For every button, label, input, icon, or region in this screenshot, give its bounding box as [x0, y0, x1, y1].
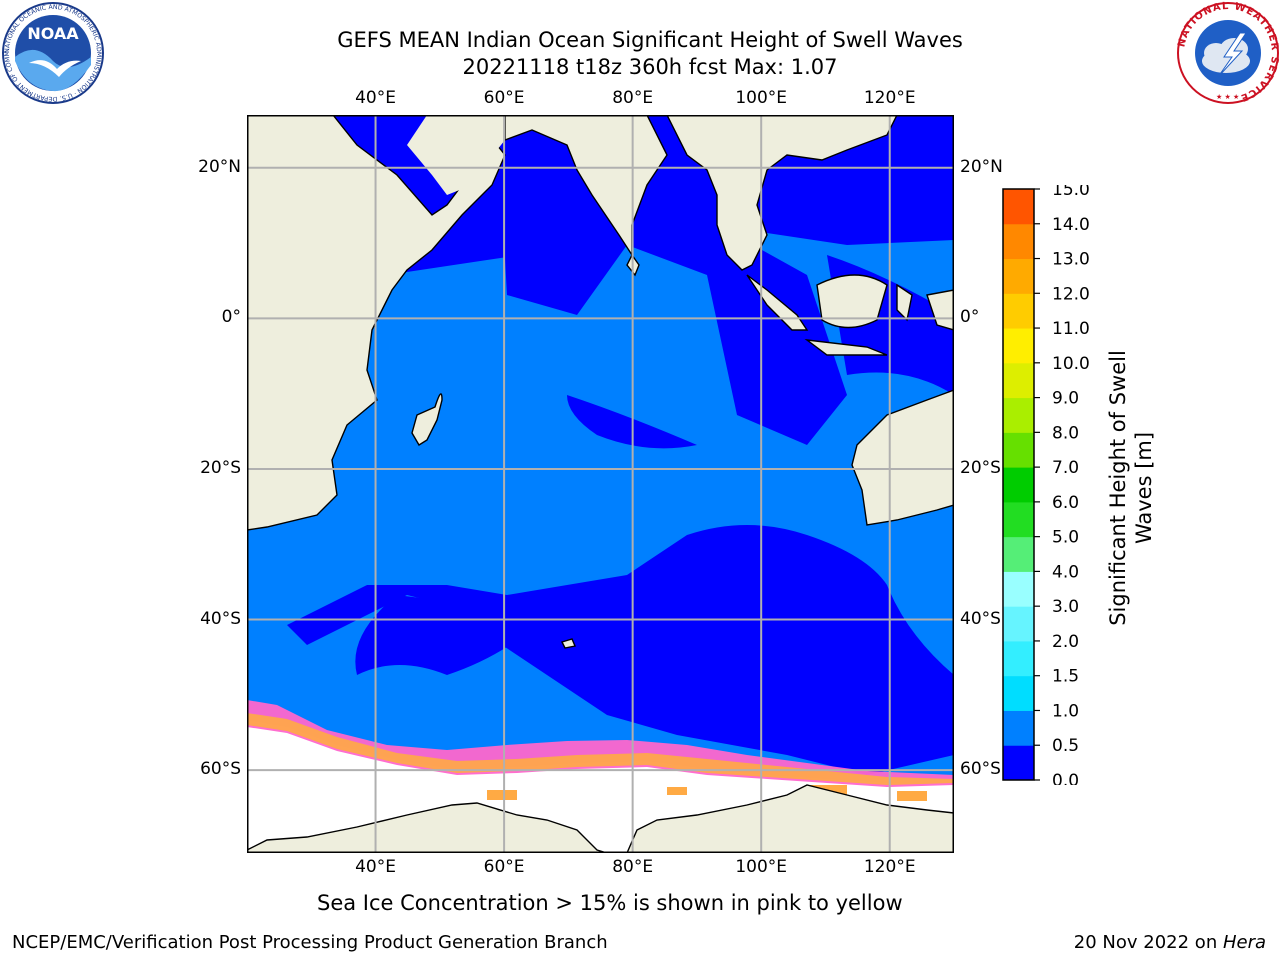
colorbar-cell — [1003, 536, 1034, 572]
colorbar-cell — [1003, 640, 1034, 677]
africa-land — [247, 115, 506, 531]
lat-label-right: 60°S — [960, 759, 1001, 780]
map-title-line1: GEFS MEAN Indian Ocean Significant Heigh… — [337, 28, 963, 52]
colorbar-cells — [1003, 189, 1034, 781]
colorbar-border — [1002, 188, 1035, 781]
sea-ice-caption: Sea Ice Concentration > 15% is shown in … — [317, 891, 903, 915]
colorbar: 0.0 0.5 1.0 1.5 2.0 3.0 4.0 5.0 6.0 7.0 8.0 9.0 10.0… — [1002, 185, 1090, 785]
colorbar-cell — [1003, 362, 1034, 399]
colorbar-cell — [1003, 467, 1034, 503]
lat-label-left: 40°S — [200, 608, 241, 629]
map-panel — [247, 115, 954, 853]
lat-label-left: 20°S — [200, 457, 241, 478]
colorbar-cell — [1003, 571, 1034, 607]
colorbar-label-line1: Significant Height of Swell — [1106, 350, 1130, 626]
footer-branch: NCEP/EMC/Verification Post Processing Pr… — [12, 932, 608, 953]
colorbar-cell — [1003, 501, 1034, 538]
colorbar-label: Significant Height of Swell Waves [m] — [1102, 298, 1162, 678]
colorbar-tick-label: 6.0 — [1052, 493, 1079, 513]
colorbar-tick-label: 15.0 — [1052, 185, 1090, 200]
colorbar-tick-label: 14.0 — [1052, 215, 1090, 235]
lon-label-bottom: 60°E — [483, 857, 525, 877]
lat-label-right: 40°S — [960, 608, 1001, 629]
svg-text:★ ★ ★: ★ ★ ★ — [1216, 93, 1239, 101]
lat-label-left: 20°N — [198, 156, 241, 177]
lon-label-top: 40°E — [355, 88, 396, 108]
colorbar-tick-label: 8.0 — [1052, 423, 1079, 443]
lon-label-top: 100°E — [735, 88, 788, 108]
colorbar-cell — [1003, 293, 1034, 329]
colorbar-tick-label: 1.5 — [1052, 667, 1079, 687]
lon-label-bottom: 40°E — [355, 857, 396, 877]
lat-label-right: 20°N — [960, 156, 1003, 177]
lat-label-right: 0° — [960, 307, 980, 328]
colorbar-tick-label: 13.0 — [1052, 250, 1090, 270]
arabia-land — [407, 115, 505, 195]
footer-date: 20 Nov 2022 on Hera — [1074, 932, 1266, 953]
colorbar-label-line2: Waves [m] — [1132, 432, 1156, 544]
madagascar-land — [411, 393, 443, 446]
colorbar-tick-label: 9.0 — [1052, 389, 1079, 409]
colorbar-cell — [1003, 675, 1034, 711]
lon-label-bottom: 120°E — [863, 857, 916, 877]
colorbar-cell — [1003, 397, 1034, 433]
colorbar-tick-label: 5.0 — [1052, 528, 1079, 548]
lon-label-top: 60°E — [483, 88, 525, 108]
colorbar-cell — [1003, 189, 1034, 225]
noaa-logo-text: NOAA — [27, 24, 79, 43]
colorbar-cell — [1003, 258, 1034, 294]
nws-logo: NATIONAL WEATHER SERVICE ★ ★ ★ — [1176, 1, 1279, 104]
lon-label-top: 120°E — [863, 88, 916, 108]
australia-land — [851, 389, 954, 526]
colorbar-cell — [1003, 223, 1034, 260]
colorbar-tick-label: 10.0 — [1052, 354, 1090, 374]
colorbar-ticks: 0.0 0.5 1.0 1.5 2.0 3.0 4.0 5.0 6.0 7.0 8.0 9.0 10.0… — [1034, 185, 1090, 785]
colorbar-tick-label: 2.0 — [1052, 632, 1079, 652]
colorbar-tick-label: 7.0 — [1052, 458, 1079, 478]
graticule — [247, 115, 954, 853]
ice-edge-orange — [247, 713, 954, 785]
lon-label-bottom: 80°E — [612, 857, 654, 877]
colorbar-tick-label: 1.0 — [1052, 701, 1079, 721]
footer-date-text: 20 Nov 2022 on — [1073, 932, 1223, 953]
colorbar-tick-label: 3.0 — [1052, 597, 1079, 617]
noaa-logo: NATIONAL OCEANIC AND ATMOSPHERIC ADMINIS… — [1, 1, 104, 104]
colorbar-tick-label: 0.0 — [1052, 771, 1079, 785]
colorbar-cell — [1003, 606, 1034, 642]
map-border — [247, 115, 954, 853]
lon-label-top: 80°E — [612, 88, 654, 108]
lat-label-left: 0° — [221, 307, 241, 328]
colorbar-cell — [1003, 710, 1034, 746]
colorbar-cell — [1003, 432, 1034, 468]
se-asia-land — [666, 115, 898, 271]
footer-host: Hera — [1222, 932, 1266, 953]
lat-label-left: 60°S — [200, 759, 241, 780]
colorbar-tick-label: 4.0 — [1052, 562, 1079, 582]
colorbar-cell — [1003, 745, 1034, 781]
lon-label-bottom: 100°E — [735, 857, 788, 877]
lat-label-right: 20°S — [960, 457, 1001, 478]
colorbar-cell — [1003, 328, 1034, 364]
india-land — [504, 115, 668, 258]
map-title-line2: 20221118 t18z 360h fcst Max: 1.07 — [462, 55, 838, 79]
colorbar-tick-label: 12.0 — [1052, 284, 1090, 304]
colorbar-tick-label: 0.5 — [1052, 736, 1079, 756]
colorbar-tick-label: 11.0 — [1052, 319, 1090, 339]
southern-low-swell-region — [287, 525, 954, 775]
